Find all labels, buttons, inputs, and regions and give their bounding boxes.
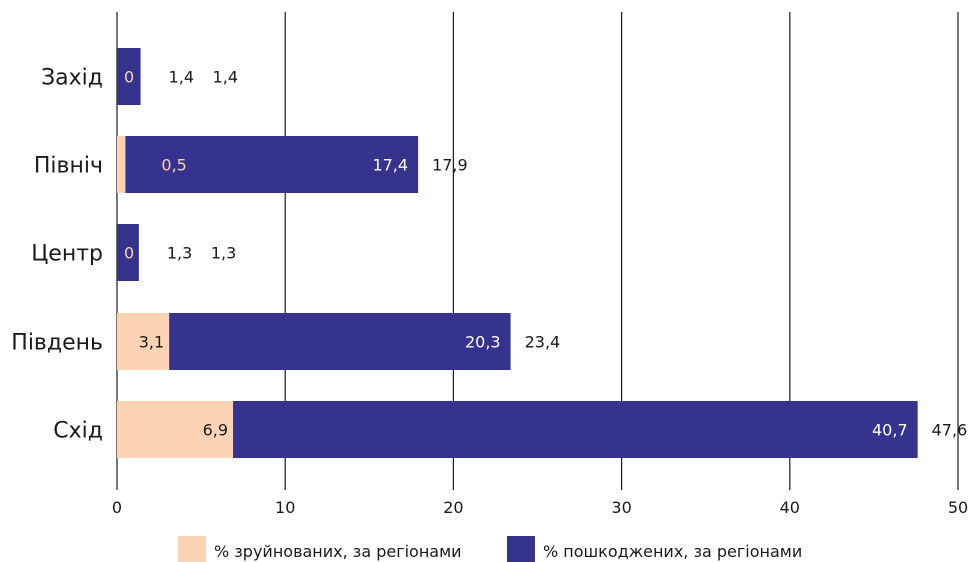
value-label-damaged-3: 20,3 — [465, 333, 501, 352]
x-tick-label-50: 50 — [948, 498, 968, 517]
bar-destroyed-4 — [117, 401, 234, 458]
value-label-total-0: 1,4 — [213, 68, 238, 87]
value-label-destroyed-4: 6,9 — [203, 421, 228, 440]
bars — [117, 48, 918, 458]
x-tick-label-30: 30 — [611, 498, 631, 517]
bar-damaged-3 — [169, 313, 511, 370]
legend: % зруйнованих, за регіонами % пошкоджени… — [178, 536, 802, 562]
legend-swatch-damaged — [507, 536, 535, 562]
value-label-total-2: 1,3 — [211, 244, 236, 263]
bar-destroyed-1 — [117, 136, 126, 193]
legend-swatch-destroyed — [178, 536, 206, 562]
bar-destroyed-3 — [117, 313, 170, 370]
legend-label-destroyed: % зруйнованих, за регіонами — [214, 542, 462, 561]
value-label-damaged-0: 1,4 — [169, 68, 194, 87]
legend-label-damaged: % пошкоджених, за регіонами — [543, 542, 802, 561]
category-labels: Захід Північ Центр Південь Схід — [11, 66, 103, 444]
category-label-2: Центр — [31, 242, 103, 267]
category-label-1: Північ — [34, 154, 103, 179]
value-label-total-1: 17,9 — [432, 156, 468, 175]
value-label-destroyed-0: 0 — [124, 68, 134, 87]
bar-damaged-1 — [125, 136, 419, 193]
x-tick-label-20: 20 — [443, 498, 463, 517]
bar-damaged-2 — [117, 224, 139, 281]
x-tick-label-40: 40 — [780, 498, 800, 517]
value-label-destroyed-1: 0,5 — [161, 156, 186, 175]
value-label-total-4: 47,6 — [932, 421, 968, 440]
x-tick-label-0: 0 — [112, 498, 122, 517]
value-label-damaged-2: 1,3 — [167, 244, 192, 263]
value-label-destroyed-3: 3,1 — [139, 333, 164, 352]
value-label-destroyed-2: 0 — [124, 244, 134, 263]
value-label-damaged-4: 40,7 — [872, 421, 908, 440]
value-label-total-3: 23,4 — [525, 333, 561, 352]
category-label-0: Захід — [41, 66, 103, 91]
bar-damaged-0 — [117, 48, 141, 105]
value-labels: 0 1,4 1,4 0,5 17,4 17,9 0 1,3 1,3 3,1 20,3 23,4 6,9 4… — [124, 68, 967, 440]
category-label-3: Південь — [11, 331, 103, 356]
category-label-4: Схід — [53, 419, 103, 444]
bar-damaged-4 — [233, 401, 918, 458]
value-label-damaged-1: 17,4 — [372, 156, 408, 175]
x-tick-label-10: 10 — [275, 498, 295, 517]
x-axis-ticks: 0 10 20 30 40 50 — [112, 498, 968, 517]
